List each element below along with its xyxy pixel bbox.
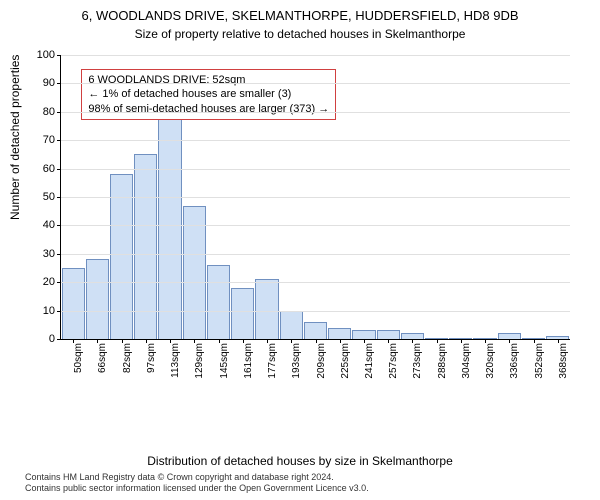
bar xyxy=(255,279,278,339)
y-tick-label: 0 xyxy=(49,333,55,345)
x-tick-label: 273sqm xyxy=(412,343,423,379)
y-tickmark xyxy=(57,339,61,340)
x-tick-label: 352sqm xyxy=(534,343,545,379)
gridline xyxy=(61,140,570,141)
gridline xyxy=(61,197,570,198)
y-tickmark xyxy=(57,112,61,113)
gridline xyxy=(61,55,570,56)
y-tick-label: 10 xyxy=(43,305,55,317)
x-tick-label: 336sqm xyxy=(509,343,520,379)
y-tick-label: 80 xyxy=(43,106,55,118)
x-tick-label: 368sqm xyxy=(558,343,569,379)
y-axis-label: Number of detached properties xyxy=(8,55,22,220)
y-tickmark xyxy=(57,225,61,226)
y-tickmark xyxy=(57,83,61,84)
chart-area: 6 WOODLANDS DRIVE: 52sqm ← 1% of detache… xyxy=(60,55,570,390)
bar xyxy=(207,265,230,339)
x-tick-label: 225sqm xyxy=(340,343,351,379)
x-tick-label: 304sqm xyxy=(461,343,472,379)
x-tick-label: 288sqm xyxy=(437,343,448,379)
gridline xyxy=(61,225,570,226)
gridline xyxy=(61,83,570,84)
bar xyxy=(280,311,303,339)
x-tick-label: 145sqm xyxy=(219,343,230,379)
x-tick-label: 66sqm xyxy=(97,343,108,373)
y-tick-label: 60 xyxy=(43,163,55,175)
bar xyxy=(328,328,351,339)
x-tick-label: 177sqm xyxy=(267,343,278,379)
x-tick-label: 209sqm xyxy=(316,343,327,379)
bar xyxy=(62,268,85,339)
page-subtitle: Size of property relative to detached ho… xyxy=(0,25,600,41)
y-tickmark xyxy=(57,169,61,170)
bar xyxy=(304,322,327,339)
info-line-2: ← 1% of detached houses are smaller (3) xyxy=(88,87,329,101)
info-line-3: 98% of semi-detached houses are larger (… xyxy=(88,102,329,116)
gridline xyxy=(61,311,570,312)
x-tick-label: 161sqm xyxy=(243,343,254,379)
x-tick-label: 50sqm xyxy=(73,343,84,373)
gridline xyxy=(61,169,570,170)
y-tick-label: 90 xyxy=(43,77,55,89)
page-title: 6, WOODLANDS DRIVE, SKELMANTHORPE, HUDDE… xyxy=(0,0,600,25)
gridline xyxy=(61,254,570,255)
plot-region: 6 WOODLANDS DRIVE: 52sqm ← 1% of detache… xyxy=(60,55,570,340)
x-tick-label: 129sqm xyxy=(194,343,205,379)
y-tick-label: 70 xyxy=(43,134,55,146)
y-tickmark xyxy=(57,140,61,141)
x-ticks-container: 50sqm 66sqm 82sqm 97sqm 113sqm 129sqm 145sqm 16… xyxy=(61,339,570,389)
x-axis-label: Distribution of detached houses by size … xyxy=(0,454,600,468)
x-tick-label: 320sqm xyxy=(485,343,496,379)
y-tickmark xyxy=(57,55,61,56)
y-tickmark xyxy=(57,254,61,255)
y-tickmark xyxy=(57,197,61,198)
x-tick-label: 257sqm xyxy=(388,343,399,379)
y-tickmark xyxy=(57,282,61,283)
x-tick-label: 193sqm xyxy=(291,343,302,379)
attribution-line-2: Contains public sector information licen… xyxy=(25,483,369,494)
info-line-1: 6 WOODLANDS DRIVE: 52sqm xyxy=(88,73,329,87)
bar xyxy=(231,288,254,339)
gridline xyxy=(61,282,570,283)
x-tick-label: 241sqm xyxy=(364,343,375,379)
y-tick-label: 20 xyxy=(43,276,55,288)
gridline xyxy=(61,112,570,113)
x-tick-label: 82sqm xyxy=(122,343,133,373)
y-tickmark xyxy=(57,311,61,312)
x-tick-label: 113sqm xyxy=(170,343,181,378)
y-tick-label: 30 xyxy=(43,248,55,260)
y-tick-label: 50 xyxy=(43,191,55,203)
y-tick-label: 100 xyxy=(37,49,55,61)
x-tick-label: 97sqm xyxy=(146,343,157,373)
bar xyxy=(86,259,109,339)
bar xyxy=(377,330,400,339)
bar xyxy=(110,174,133,339)
y-tick-label: 40 xyxy=(43,219,55,231)
bar xyxy=(352,330,375,339)
attribution-line-1: Contains HM Land Registry data © Crown c… xyxy=(25,472,369,483)
attribution: Contains HM Land Registry data © Crown c… xyxy=(25,472,369,495)
